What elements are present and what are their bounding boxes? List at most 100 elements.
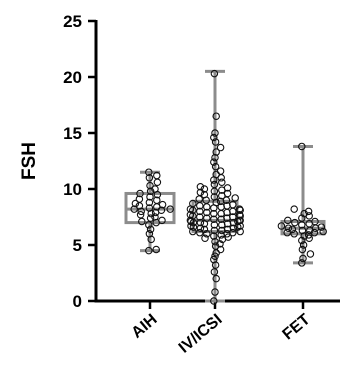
x-tick-label: AIH <box>129 311 161 342</box>
data-point <box>210 133 218 142</box>
data-point <box>319 227 327 236</box>
box-group-fet <box>277 142 327 267</box>
data-point <box>196 207 204 216</box>
data-point <box>145 168 153 176</box>
data-point <box>136 189 144 198</box>
data-point <box>210 69 219 78</box>
data-point <box>145 230 154 238</box>
data-point <box>210 209 218 218</box>
data-point <box>236 227 244 236</box>
data-point <box>210 215 218 223</box>
data-point <box>298 245 307 254</box>
data-point <box>151 185 159 193</box>
x-tick-label: FET <box>279 311 313 344</box>
data-point <box>235 211 244 219</box>
data-point <box>298 214 306 222</box>
data-point <box>210 297 218 305</box>
data-point <box>189 199 197 208</box>
data-point <box>290 230 298 238</box>
data-point <box>153 171 161 180</box>
data-point <box>196 183 205 191</box>
data-point <box>200 185 209 193</box>
data-point <box>166 205 174 213</box>
data-point <box>224 233 232 241</box>
plot-area <box>124 69 327 305</box>
data-point <box>229 213 237 221</box>
box-group-aih <box>124 168 176 255</box>
data-point <box>152 245 160 254</box>
data-point <box>203 208 211 217</box>
data-point <box>136 211 145 219</box>
data-point <box>203 230 211 238</box>
data-point <box>158 200 167 209</box>
data-point <box>210 193 219 201</box>
data-point <box>186 216 195 225</box>
data-point <box>131 199 140 208</box>
data-point <box>216 245 225 254</box>
data-point <box>229 228 237 237</box>
data-point <box>210 255 218 264</box>
data-point <box>284 216 292 225</box>
y-axis: 0 5 10 15 20 25 <box>63 12 98 311</box>
data-point <box>298 142 306 151</box>
data-point <box>211 237 219 246</box>
data-point <box>304 207 313 216</box>
data-point <box>211 242 220 250</box>
data-point <box>211 162 220 171</box>
data-point <box>211 252 219 260</box>
data-point <box>298 226 307 235</box>
data-point <box>153 196 161 204</box>
data-point <box>299 254 307 263</box>
data-point <box>201 234 209 243</box>
data-point <box>211 138 220 146</box>
data-point <box>311 217 319 226</box>
y-axis-title: FSH <box>19 142 40 180</box>
data-point <box>200 190 209 199</box>
box-group-iv-icsi <box>186 69 244 305</box>
data-point <box>196 213 204 221</box>
data-point <box>210 221 219 229</box>
data-point <box>310 228 319 237</box>
data-point <box>145 221 153 229</box>
data-point <box>212 148 220 156</box>
data-point <box>130 205 138 213</box>
data-point <box>196 218 205 227</box>
data-point <box>235 216 244 225</box>
data-point <box>212 112 220 120</box>
data-point <box>283 228 291 237</box>
data-point <box>299 241 308 249</box>
data-point <box>211 153 219 162</box>
data-point <box>210 158 218 166</box>
data-point <box>145 174 154 182</box>
data-point <box>203 214 211 222</box>
data-point <box>298 259 306 267</box>
y-tick-label: 25 <box>63 12 82 31</box>
data-point <box>223 184 232 192</box>
data-point <box>212 274 220 283</box>
y-tick-label: 0 <box>73 292 82 311</box>
data-point <box>145 204 154 212</box>
data-point <box>186 211 195 219</box>
data-point <box>288 225 297 234</box>
data-point <box>235 205 244 213</box>
data-point <box>146 193 154 201</box>
y-tick-label: 20 <box>63 68 82 87</box>
data-point <box>231 194 239 202</box>
data-point <box>210 180 219 189</box>
data-point <box>216 167 225 175</box>
data-point <box>306 250 315 258</box>
data-point <box>229 224 238 232</box>
x-tick-label: IV/ICSI <box>176 311 226 357</box>
data-point <box>146 187 155 195</box>
y-tick-label: 15 <box>63 124 82 143</box>
y-tick-label: 10 <box>63 180 82 199</box>
data-point <box>135 195 144 203</box>
data-point <box>277 222 286 230</box>
data-point <box>216 143 225 152</box>
data-point <box>284 224 293 232</box>
data-point <box>236 222 244 230</box>
data-point <box>229 200 237 209</box>
data-point <box>200 225 209 234</box>
data-point <box>158 216 166 225</box>
